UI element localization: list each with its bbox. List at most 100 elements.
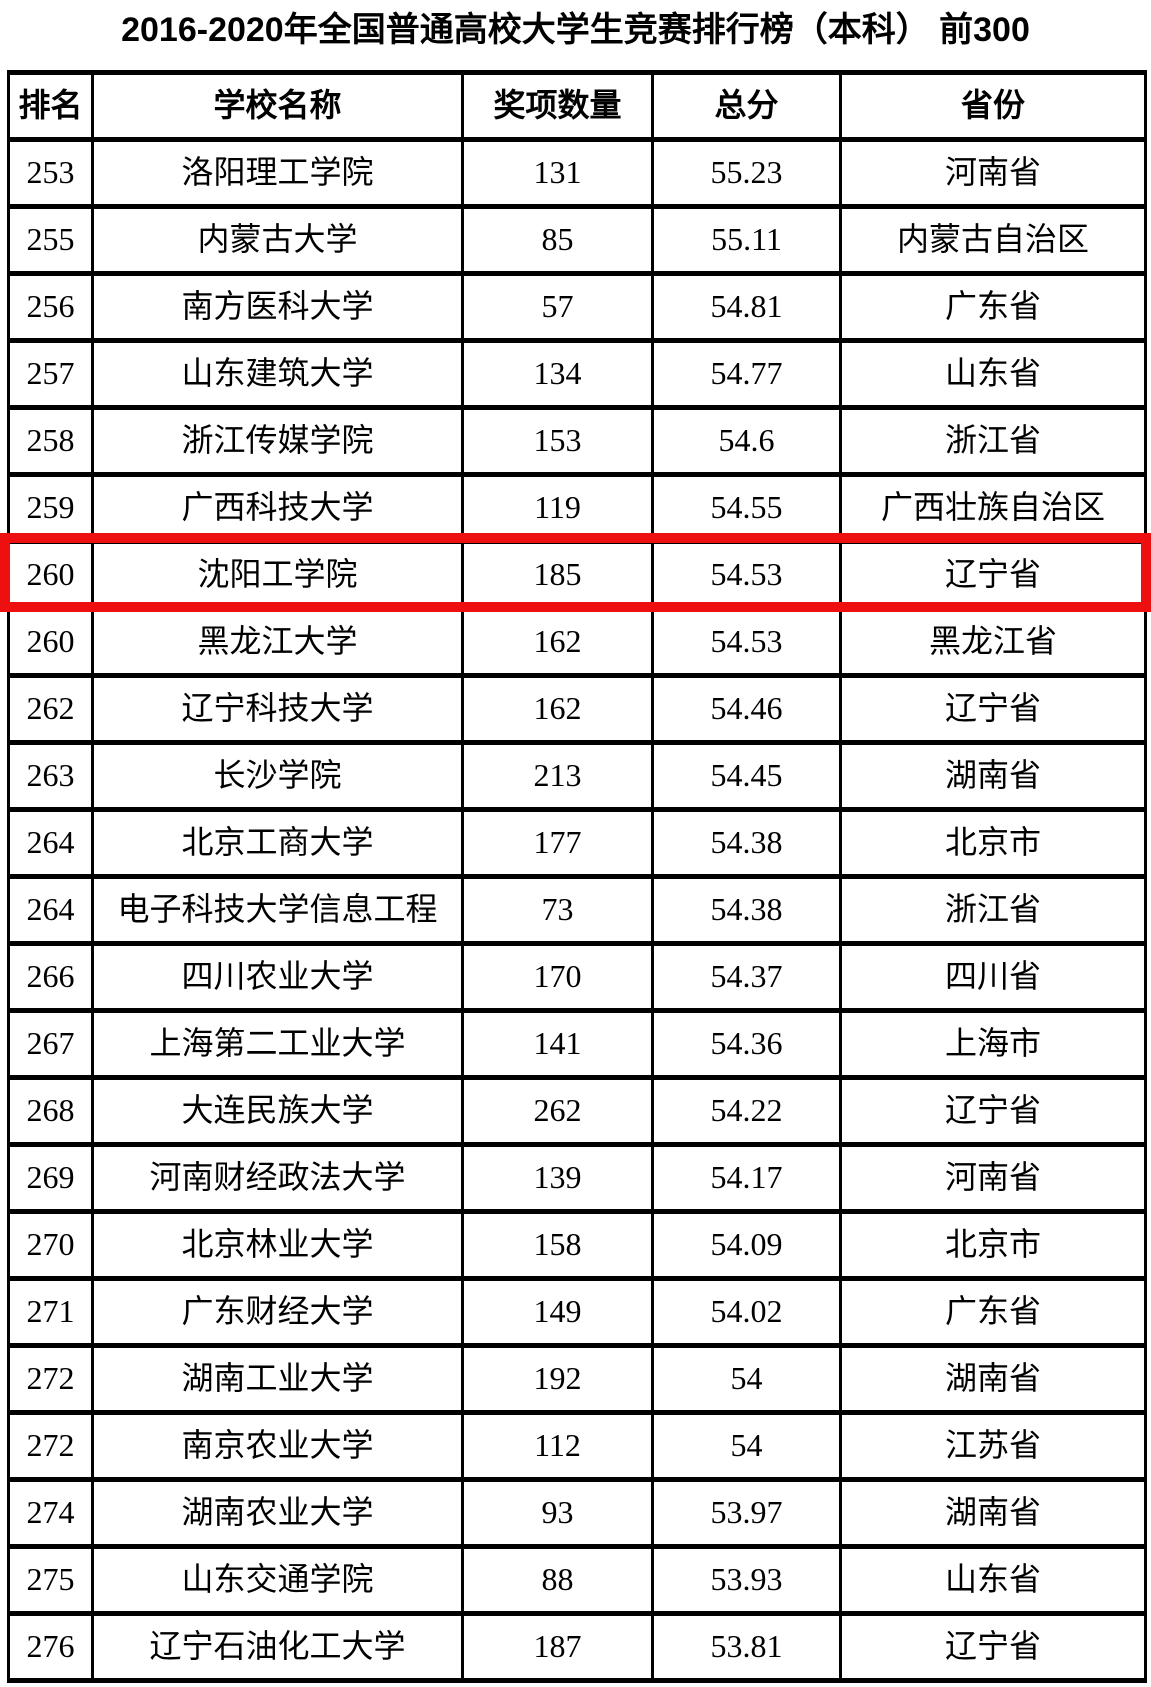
total-score-cell: 54.55 bbox=[651, 472, 842, 544]
rank-cell: 276 bbox=[7, 1611, 94, 1683]
rank-cell: 268 bbox=[7, 1075, 94, 1147]
school-name-cell: 辽宁科技大学 bbox=[91, 673, 464, 745]
province-cell: 辽宁省 bbox=[839, 1075, 1147, 1147]
total-score-cell: 54.38 bbox=[651, 874, 842, 946]
table-row: 264 北京工商大学 177 54.38 北京市 bbox=[7, 807, 1147, 879]
school-name-cell: 上海第二工业大学 bbox=[91, 1008, 464, 1080]
total-score-cell: 54.09 bbox=[651, 1209, 842, 1281]
total-score-cell: 54.6 bbox=[651, 405, 842, 477]
column-header: 总分 bbox=[651, 70, 842, 142]
total-score-cell: 54.77 bbox=[651, 338, 842, 410]
school-name-cell: 南京农业大学 bbox=[91, 1410, 464, 1482]
table-row: 267 上海第二工业大学 141 54.36 上海市 bbox=[7, 1008, 1147, 1080]
rank-cell: 264 bbox=[7, 874, 94, 946]
awards-count-cell: 131 bbox=[461, 137, 654, 209]
awards-count-cell: 158 bbox=[461, 1209, 654, 1281]
school-name-cell: 南方医科大学 bbox=[91, 271, 464, 343]
province-cell: 上海市 bbox=[839, 1008, 1147, 1080]
awards-count-cell: 185 bbox=[461, 539, 654, 611]
province-cell: 江苏省 bbox=[839, 1410, 1147, 1482]
rank-cell: 275 bbox=[7, 1544, 94, 1616]
rank-cell: 269 bbox=[7, 1142, 94, 1214]
school-name-cell: 河南财经政法大学 bbox=[91, 1142, 464, 1214]
province-cell: 河南省 bbox=[839, 137, 1147, 209]
province-cell: 湖南省 bbox=[839, 1343, 1147, 1415]
table-row: 256 南方医科大学 57 54.81 广东省 bbox=[7, 271, 1147, 343]
rank-cell: 259 bbox=[7, 472, 94, 544]
table-row: 262 辽宁科技大学 162 54.46 辽宁省 bbox=[7, 673, 1147, 745]
table-row: 268 大连民族大学 262 54.22 辽宁省 bbox=[7, 1075, 1147, 1147]
column-header: 学校名称 bbox=[91, 70, 464, 142]
awards-count-cell: 57 bbox=[461, 271, 654, 343]
table-row: 263 长沙学院 213 54.45 湖南省 bbox=[7, 740, 1147, 812]
total-score-cell: 54.37 bbox=[651, 941, 842, 1013]
awards-count-cell: 139 bbox=[461, 1142, 654, 1214]
province-cell: 浙江省 bbox=[839, 874, 1147, 946]
rank-cell: 270 bbox=[7, 1209, 94, 1281]
awards-count-cell: 262 bbox=[461, 1075, 654, 1147]
awards-count-cell: 187 bbox=[461, 1611, 654, 1683]
total-score-cell: 54.45 bbox=[651, 740, 842, 812]
table-row: 258 浙江传媒学院 153 54.6 浙江省 bbox=[7, 405, 1147, 477]
school-name-cell: 长沙学院 bbox=[91, 740, 464, 812]
table-row: 275 山东交通学院 88 53.93 山东省 bbox=[7, 1544, 1147, 1616]
awards-count-cell: 88 bbox=[461, 1544, 654, 1616]
province-cell: 广东省 bbox=[839, 271, 1147, 343]
province-cell: 广东省 bbox=[839, 1276, 1147, 1348]
rank-cell: 256 bbox=[7, 271, 94, 343]
table-row: 253 洛阳理工学院 131 55.23 河南省 bbox=[7, 137, 1147, 209]
total-score-cell: 53.97 bbox=[651, 1477, 842, 1549]
total-score-cell: 54.53 bbox=[651, 606, 842, 678]
province-cell: 浙江省 bbox=[839, 405, 1147, 477]
table-row: 276 辽宁石油化工大学 187 53.81 辽宁省 bbox=[7, 1611, 1147, 1683]
province-cell: 北京市 bbox=[839, 1209, 1147, 1281]
table-row: 260 沈阳工学院 185 54.53 辽宁省 bbox=[7, 539, 1147, 611]
rank-cell: 263 bbox=[7, 740, 94, 812]
awards-count-cell: 93 bbox=[461, 1477, 654, 1549]
table-row: 274 湖南农业大学 93 53.97 湖南省 bbox=[7, 1477, 1147, 1549]
awards-count-cell: 192 bbox=[461, 1343, 654, 1415]
table-row: 270 北京林业大学 158 54.09 北京市 bbox=[7, 1209, 1147, 1281]
awards-count-cell: 149 bbox=[461, 1276, 654, 1348]
awards-count-cell: 162 bbox=[461, 673, 654, 745]
ranking-table: 排名 学校名称 奖项数量 总分 省份 253 洛阳理工学院 131 55.23 河南省 … bbox=[7, 70, 1147, 1683]
total-score-cell: 54.02 bbox=[651, 1276, 842, 1348]
province-cell: 湖南省 bbox=[839, 740, 1147, 812]
awards-count-cell: 213 bbox=[461, 740, 654, 812]
school-name-cell: 湖南农业大学 bbox=[91, 1477, 464, 1549]
rank-cell: 262 bbox=[7, 673, 94, 745]
province-cell: 北京市 bbox=[839, 807, 1147, 879]
rank-cell: 255 bbox=[7, 204, 94, 276]
awards-count-cell: 85 bbox=[461, 204, 654, 276]
total-score-cell: 55.23 bbox=[651, 137, 842, 209]
column-header: 奖项数量 bbox=[461, 70, 654, 142]
rank-cell: 271 bbox=[7, 1276, 94, 1348]
school-name-cell: 内蒙古大学 bbox=[91, 204, 464, 276]
total-score-cell: 54.38 bbox=[651, 807, 842, 879]
province-cell: 黑龙江省 bbox=[839, 606, 1147, 678]
rank-cell: 267 bbox=[7, 1008, 94, 1080]
total-score-cell: 53.81 bbox=[651, 1611, 842, 1683]
total-score-cell: 54.53 bbox=[651, 539, 842, 611]
table-row: 269 河南财经政法大学 139 54.17 河南省 bbox=[7, 1142, 1147, 1214]
rank-cell: 258 bbox=[7, 405, 94, 477]
awards-count-cell: 153 bbox=[461, 405, 654, 477]
rank-cell: 266 bbox=[7, 941, 94, 1013]
table-row: 259 广西科技大学 119 54.55 广西壮族自治区 bbox=[7, 472, 1147, 544]
school-name-cell: 广西科技大学 bbox=[91, 472, 464, 544]
rank-cell: 260 bbox=[7, 606, 94, 678]
total-score-cell: 54.36 bbox=[651, 1008, 842, 1080]
province-cell: 山东省 bbox=[839, 1544, 1147, 1616]
table-row: 264 电子科技大学信息工程 73 54.38 浙江省 bbox=[7, 874, 1147, 946]
rank-cell: 257 bbox=[7, 338, 94, 410]
column-header: 省份 bbox=[839, 70, 1147, 142]
school-name-cell: 电子科技大学信息工程 bbox=[91, 874, 464, 946]
awards-count-cell: 134 bbox=[461, 338, 654, 410]
school-name-cell: 黑龙江大学 bbox=[91, 606, 464, 678]
rank-cell: 274 bbox=[7, 1477, 94, 1549]
school-name-cell: 北京工商大学 bbox=[91, 807, 464, 879]
total-score-cell: 54.17 bbox=[651, 1142, 842, 1214]
awards-count-cell: 170 bbox=[461, 941, 654, 1013]
rank-cell: 272 bbox=[7, 1410, 94, 1482]
